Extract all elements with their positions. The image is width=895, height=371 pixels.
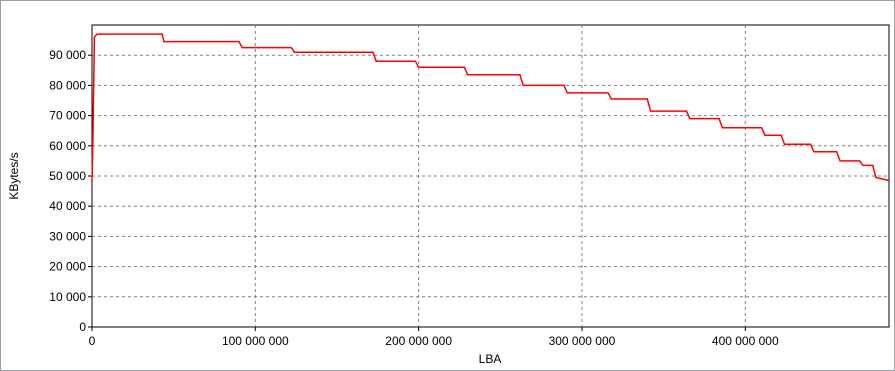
x-tick-label: 200 000 000 [385, 334, 452, 348]
y-tick-label: 10 000 [49, 290, 86, 304]
y-tick-label: 80 000 [49, 78, 86, 92]
y-tick-label: 30 000 [49, 229, 86, 243]
y-tick-label: 70 000 [49, 109, 86, 123]
y-tick-label: 20 000 [49, 260, 86, 274]
y-tick-label: 90 000 [49, 48, 86, 62]
x-axis-label: LBA [479, 352, 502, 366]
y-tick-label: 60 000 [49, 139, 86, 153]
x-tick-label: 300 000 000 [549, 334, 616, 348]
x-axis-ticks: 0 100 000 000 200 000 000 300 000 000 400 00… [89, 327, 779, 348]
grid-lines [92, 25, 889, 327]
y-tick-label: 50 000 [49, 169, 86, 183]
y-axis-ticks: 0 10 000 20 000 30 000 40 000 50 000 60 000 70 … [49, 48, 92, 334]
y-axis-label: KBytes/s [7, 152, 21, 199]
x-tick-label: 400 000 000 [712, 334, 779, 348]
y-tick-label: 40 000 [49, 199, 86, 213]
y-tick-label: 0 [79, 320, 86, 334]
x-tick-label: 0 [89, 334, 96, 348]
series-line [91, 33, 890, 183]
x-tick-label: 100 000 000 [222, 334, 289, 348]
